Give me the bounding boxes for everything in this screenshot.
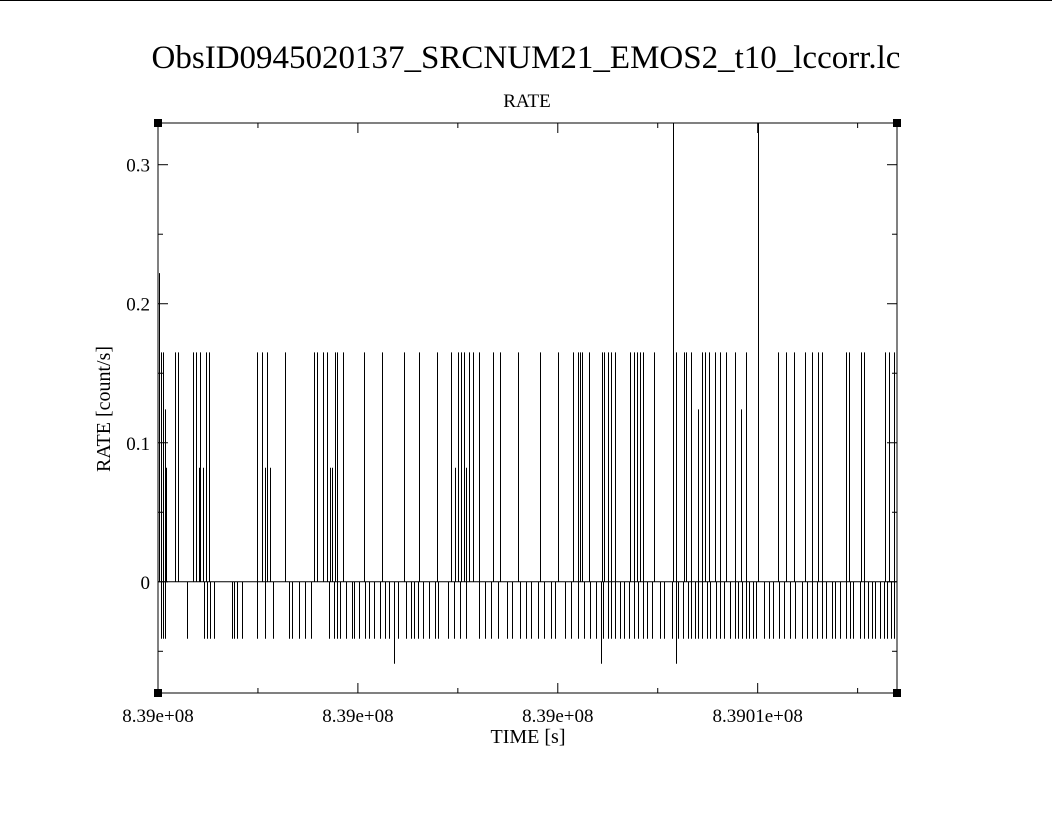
chart-title: ObsID0945020137_SRCNUM21_EMOS2_t10_lccor… xyxy=(152,40,901,76)
plot-frame xyxy=(157,122,898,694)
frame-corner-markers xyxy=(154,119,901,697)
x-tick-label: 8.3901e+08 xyxy=(712,706,802,727)
frame-corner-marker xyxy=(154,689,162,697)
chart-subtitle: RATE xyxy=(503,91,551,112)
frame-corner-marker xyxy=(893,119,901,127)
tick-labels: 8.39e+08 8.39e+08 8.39e+08 8.3901e+08 0 0.1 0.… xyxy=(122,156,803,727)
lightcurve-series xyxy=(158,123,897,664)
y-tick-label: 0.2 xyxy=(126,295,150,316)
frame-corner-marker xyxy=(893,689,901,697)
y-tick-label: 0.3 xyxy=(126,156,150,177)
x-tick-label: 8.39e+08 xyxy=(322,706,393,727)
x-axis-label: TIME [s] xyxy=(491,726,566,748)
y-axis-label: RATE [count/s] xyxy=(93,346,115,472)
frame-corner-marker xyxy=(154,119,162,127)
x-tick-label: 8.39e+08 xyxy=(522,706,593,727)
x-tick-label: 8.39e+08 xyxy=(122,706,193,727)
window-top-border xyxy=(0,0,1052,1)
y-tick-label: 0.1 xyxy=(126,434,150,455)
y-tick-label: 0 xyxy=(141,573,151,594)
